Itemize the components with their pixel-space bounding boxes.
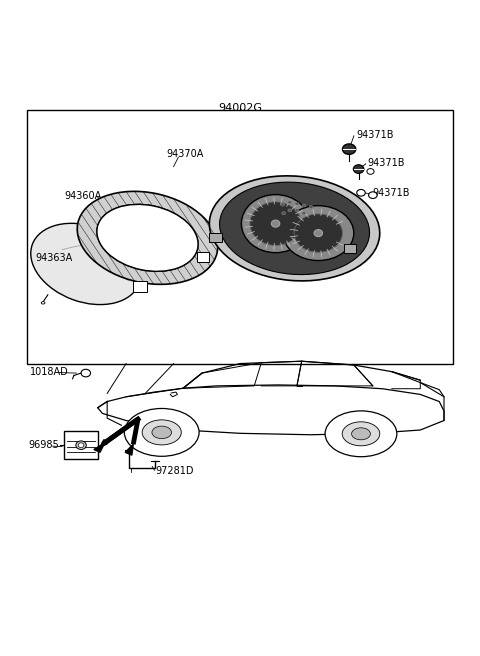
- Ellipse shape: [97, 205, 198, 272]
- Ellipse shape: [288, 209, 292, 212]
- Ellipse shape: [81, 369, 91, 377]
- Text: 94370A: 94370A: [167, 150, 204, 159]
- Ellipse shape: [41, 302, 45, 304]
- Ellipse shape: [124, 255, 129, 258]
- Ellipse shape: [302, 204, 306, 207]
- Ellipse shape: [342, 422, 380, 446]
- Ellipse shape: [142, 420, 181, 445]
- Ellipse shape: [219, 182, 370, 275]
- Ellipse shape: [369, 192, 377, 199]
- Ellipse shape: [314, 230, 323, 237]
- Text: 96985: 96985: [29, 440, 60, 450]
- Text: 94002G: 94002G: [218, 102, 262, 113]
- Ellipse shape: [295, 202, 299, 205]
- Ellipse shape: [294, 214, 343, 253]
- Text: 97281D: 97281D: [156, 466, 194, 476]
- Ellipse shape: [271, 220, 280, 227]
- Ellipse shape: [31, 223, 141, 304]
- Ellipse shape: [129, 267, 133, 270]
- Ellipse shape: [351, 428, 371, 440]
- Ellipse shape: [250, 202, 301, 245]
- Ellipse shape: [309, 205, 313, 209]
- Ellipse shape: [209, 176, 380, 281]
- Ellipse shape: [97, 205, 198, 272]
- Ellipse shape: [152, 426, 171, 439]
- Ellipse shape: [342, 144, 356, 154]
- Bar: [133, 281, 147, 293]
- Ellipse shape: [78, 443, 84, 447]
- Bar: [64, 432, 97, 459]
- Ellipse shape: [295, 209, 299, 212]
- Ellipse shape: [302, 212, 306, 215]
- Polygon shape: [94, 443, 105, 452]
- Bar: [197, 252, 209, 262]
- Text: 94371B: 94371B: [356, 130, 394, 140]
- Text: 94371B: 94371B: [367, 158, 405, 168]
- Ellipse shape: [325, 411, 397, 457]
- Ellipse shape: [282, 212, 286, 215]
- Ellipse shape: [77, 192, 218, 284]
- Ellipse shape: [288, 201, 292, 204]
- Text: 94363A: 94363A: [35, 253, 72, 263]
- Bar: [26, 110, 454, 363]
- Ellipse shape: [281, 203, 285, 206]
- Bar: [209, 233, 222, 241]
- Ellipse shape: [126, 277, 131, 280]
- Polygon shape: [125, 444, 133, 455]
- Ellipse shape: [241, 195, 310, 253]
- Ellipse shape: [124, 409, 199, 457]
- Ellipse shape: [76, 441, 86, 449]
- Ellipse shape: [283, 206, 354, 260]
- Ellipse shape: [357, 190, 365, 196]
- Bar: [344, 245, 356, 253]
- Ellipse shape: [367, 169, 374, 174]
- Ellipse shape: [353, 165, 364, 173]
- Text: 94371B: 94371B: [373, 188, 410, 198]
- Text: 1018AD: 1018AD: [30, 367, 69, 377]
- Text: 94360A: 94360A: [64, 191, 102, 201]
